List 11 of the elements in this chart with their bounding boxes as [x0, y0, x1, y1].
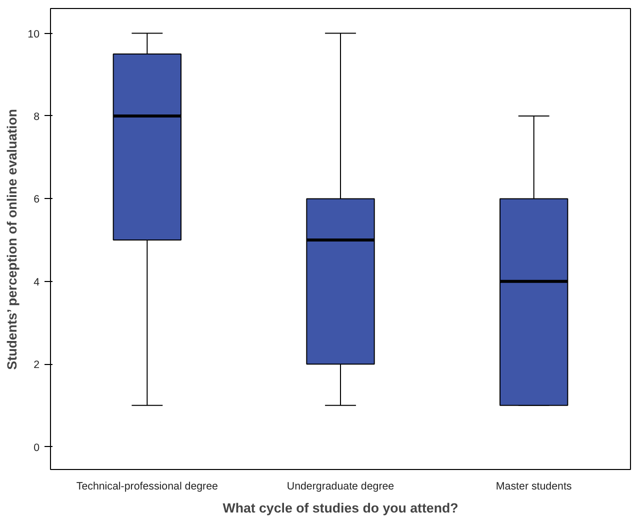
y-tick-label: 2 [34, 359, 40, 372]
x-tick-label: Master students [496, 480, 572, 492]
x-tick-label: Technical-professional degree [76, 480, 218, 492]
x-axis-title: What cycle of studies do you attend? [222, 500, 458, 516]
y-tick-label: 8 [34, 111, 40, 123]
y-tick-label: 6 [34, 194, 40, 206]
y-tick-label: 0 [34, 442, 40, 454]
y-tick-label: 10 [28, 28, 40, 40]
y-axis-title: Students’ perception of online evaluation [4, 109, 20, 370]
x-tick-label: Undergraduate degree [286, 480, 394, 492]
y-tick-label: 4 [34, 276, 40, 288]
